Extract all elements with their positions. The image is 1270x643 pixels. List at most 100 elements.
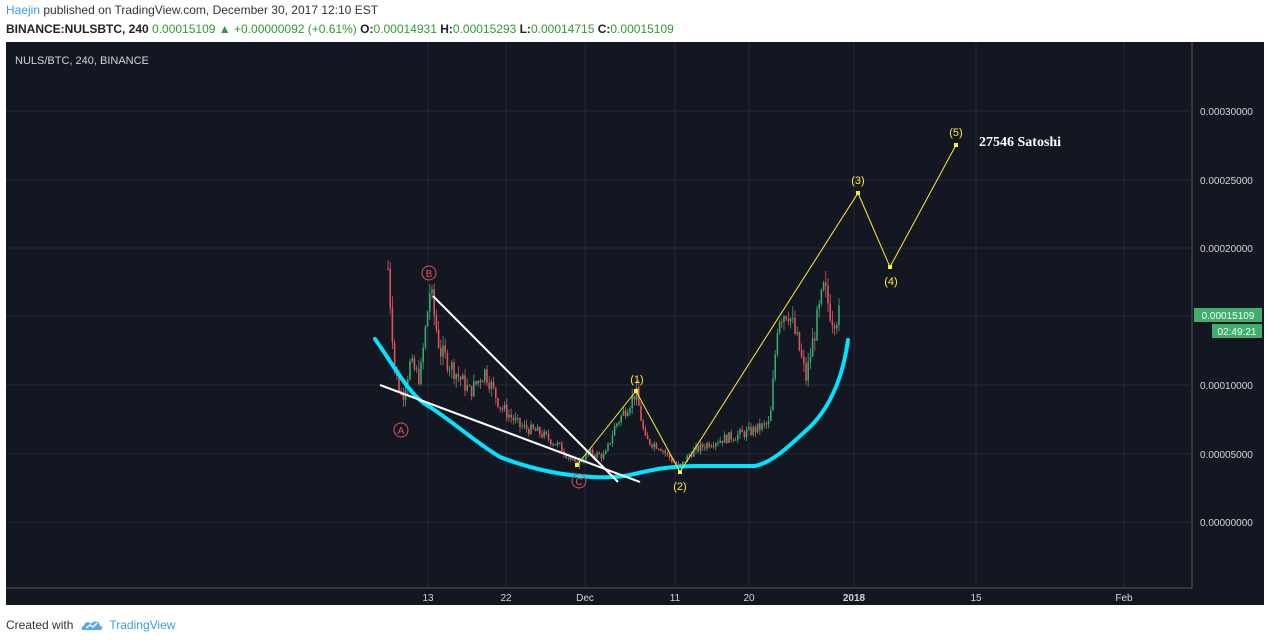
wave-label-a: A: [398, 426, 405, 437]
candle-body: [389, 268, 391, 308]
candle-body: [732, 439, 735, 441]
candle-body: [470, 385, 473, 397]
candle-body: [671, 457, 673, 462]
candle-body: [402, 394, 405, 400]
candle-body: [829, 303, 831, 321]
candle-body: [649, 439, 651, 445]
wave-label-3: (3): [851, 175, 864, 187]
candle-body: [741, 429, 743, 432]
candle-body: [574, 459, 576, 462]
candle-body: [684, 461, 686, 463]
candle-body: [506, 404, 508, 418]
candle-body: [765, 423, 768, 425]
candle-body: [695, 446, 697, 450]
candle-body: [444, 345, 446, 354]
candle-body: [440, 347, 442, 357]
candle-body: [466, 385, 468, 391]
candle-body: [413, 358, 416, 370]
candle-body: [519, 418, 521, 427]
wave-projection: [576, 144, 957, 473]
candle-body: [479, 380, 482, 383]
change-up-icon: ▲: [218, 22, 231, 36]
candle-body: [635, 387, 638, 400]
candle-body: [532, 424, 534, 429]
price-badge-label: 0.00015109: [1202, 311, 1255, 322]
high-label: H:: [440, 22, 453, 36]
candle-body: [600, 454, 603, 459]
tradingview-link[interactable]: TradingView: [81, 618, 175, 632]
candle-body: [473, 381, 475, 397]
candle-body: [770, 410, 772, 421]
candle-body: [809, 356, 812, 362]
candle-body: [655, 443, 658, 449]
candle-body: [464, 375, 466, 391]
candle-body: [640, 405, 642, 421]
low-value: 0.00014715: [530, 22, 595, 36]
time-axis[interactable]: [6, 588, 1264, 605]
candle-body: [719, 440, 721, 443]
candle-body: [517, 418, 519, 420]
countdown-badge: [1212, 324, 1262, 338]
candle-body: [585, 454, 587, 461]
close-label: C:: [597, 22, 611, 36]
candle-body: [723, 434, 726, 443]
open-label: O:: [360, 22, 374, 36]
publish-info: Haejin published on TradingView.com, Dec…: [6, 3, 378, 18]
published-text: published on TradingView.com, December 3…: [43, 3, 379, 17]
candle-body: [528, 428, 530, 435]
trend-line-lower: [379, 384, 641, 483]
price-badge: [1194, 308, 1262, 322]
price-chart[interactable]: (1) (2) (3) (4) (5) A B C 27546 Satoshi …: [0, 42, 1270, 605]
candle-body: [748, 426, 750, 430]
candle-body: [433, 289, 435, 316]
high-value: 0.00015293: [452, 22, 517, 36]
candle-body: [657, 448, 660, 450]
candle-body: [743, 431, 746, 438]
candle-body: [543, 431, 545, 438]
price-axis-tick: 0.00010000: [1200, 381, 1253, 392]
candle-body: [596, 452, 598, 458]
candle-body: [787, 319, 790, 322]
candle-body: [836, 325, 838, 329]
candle-body: [796, 332, 798, 334]
candle-body: [618, 422, 620, 424]
candle-body: [499, 407, 501, 409]
candle-body: [710, 446, 713, 448]
candle-body: [541, 434, 543, 438]
candle-body: [393, 342, 396, 368]
candle-body: [558, 442, 561, 444]
candle-body: [587, 454, 589, 456]
candle-body: [792, 318, 794, 320]
candle-body: [776, 332, 779, 355]
candle-body: [616, 423, 618, 427]
wave-label-2: (2): [673, 481, 686, 493]
wave-label-b: B: [426, 269, 433, 280]
plot-area[interactable]: [6, 42, 1192, 588]
chart-panel[interactable]: (1) (2) (3) (4) (5) A B C 27546 Satoshi …: [0, 42, 1270, 605]
candle-body: [721, 440, 724, 443]
candle-body: [567, 457, 570, 459]
candle-body: [490, 382, 493, 390]
candle-body: [734, 439, 737, 441]
wave-label-5: (5): [949, 127, 962, 139]
candle-body: [800, 350, 803, 357]
candle-body: [664, 450, 666, 453]
candle-body: [418, 368, 420, 384]
candle-body: [545, 431, 548, 434]
candle-body: [501, 408, 504, 410]
time-axis-tick: 11: [670, 593, 681, 604]
candle-body: [717, 442, 719, 444]
candle-body: [818, 303, 820, 310]
price-axis-labels: 0.00030000 0.00025000 0.00020000 0.00010000…: [1200, 107, 1253, 529]
candle-body: [730, 432, 732, 440]
candle-body: [462, 375, 464, 380]
candle-body: [620, 415, 622, 423]
ma-curve: [373, 337, 850, 480]
candle-body: [503, 404, 506, 409]
candle-body: [660, 449, 662, 452]
author-link[interactable]: Haejin: [6, 3, 41, 17]
candle-body: [794, 318, 796, 334]
candle-body: [514, 418, 517, 421]
candle-body: [827, 285, 829, 304]
candle-body: [754, 426, 757, 433]
